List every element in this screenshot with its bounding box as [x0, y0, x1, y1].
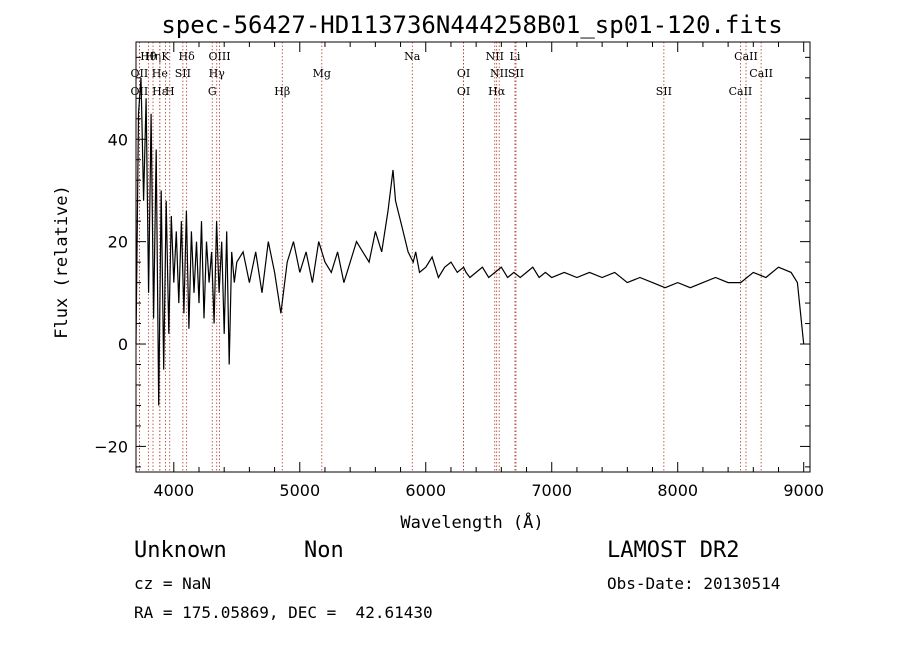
- object-subclass: Non: [304, 538, 344, 563]
- spectral-line-label: NII: [486, 50, 504, 63]
- object-class: Unknown: [134, 538, 227, 563]
- spectral-line-label: Hε: [152, 85, 168, 98]
- x-tick-label: 8000: [657, 481, 698, 500]
- spectral-line-label: SII: [656, 85, 672, 98]
- survey-label: LAMOST DR2: [607, 538, 740, 563]
- spectral-line-label: Mg: [313, 67, 331, 80]
- x-axis-label: Wavelength (Å): [400, 511, 543, 533]
- spectral-line-label: CaII: [749, 67, 773, 80]
- spectral-line-label: Na: [404, 50, 421, 63]
- x-tick-label: 9000: [783, 481, 824, 500]
- spectral-line-label: NII: [490, 67, 508, 80]
- spectral-line-label: Li: [510, 50, 521, 63]
- spectral-line-label: CaII: [729, 85, 753, 98]
- spectral-line-label: Hδ: [179, 50, 196, 63]
- y-tick-label: −20: [94, 437, 128, 456]
- spectral-line-label: Hγ: [209, 67, 226, 80]
- y-axis: −20 0 20 40: [94, 56, 810, 468]
- x-tick-label: 5000: [279, 481, 320, 500]
- x-tick-label: 6000: [405, 481, 446, 500]
- spectral-line-label: Hβ: [274, 85, 290, 98]
- obs-date-label: Obs-Date: 20130514: [607, 574, 781, 593]
- coordinates-label: RA = 175.05869, DEC = 42.61430: [134, 603, 433, 622]
- spectral-line-label: OII: [131, 85, 149, 98]
- spectral-line-label: Hη: [145, 50, 161, 63]
- spectral-line-label: OIII: [208, 50, 230, 63]
- y-tick-label: 20: [108, 233, 128, 252]
- redshift-label: cz = NaN: [134, 574, 212, 593]
- y-tick-label: 0: [118, 335, 128, 354]
- chart-title: spec-56427-HD113736N444258B01_sp01-120.f…: [161, 11, 782, 39]
- x-tick-label: 7000: [531, 481, 572, 500]
- spectral-line-label: SII: [175, 67, 191, 80]
- spectral-line-label: SII: [508, 67, 524, 80]
- spectral-line-label: CaII: [734, 50, 758, 63]
- y-axis-label: Flux (relative): [52, 185, 72, 339]
- series-line: [135, 77, 805, 406]
- spectral-line-label: Hα: [488, 85, 506, 98]
- spectral-line-label: K: [161, 50, 170, 63]
- spectral-line-label: G: [208, 85, 217, 98]
- spectral-line-label: OI: [457, 85, 470, 98]
- plot-frame: [135, 41, 811, 473]
- x-tick-label: 4000: [153, 481, 194, 500]
- y-tick-label: 40: [108, 130, 128, 149]
- spectral-line-label: H: [165, 85, 175, 98]
- x-axis: 4000 5000 6000 7000 8000 9000: [153, 42, 824, 500]
